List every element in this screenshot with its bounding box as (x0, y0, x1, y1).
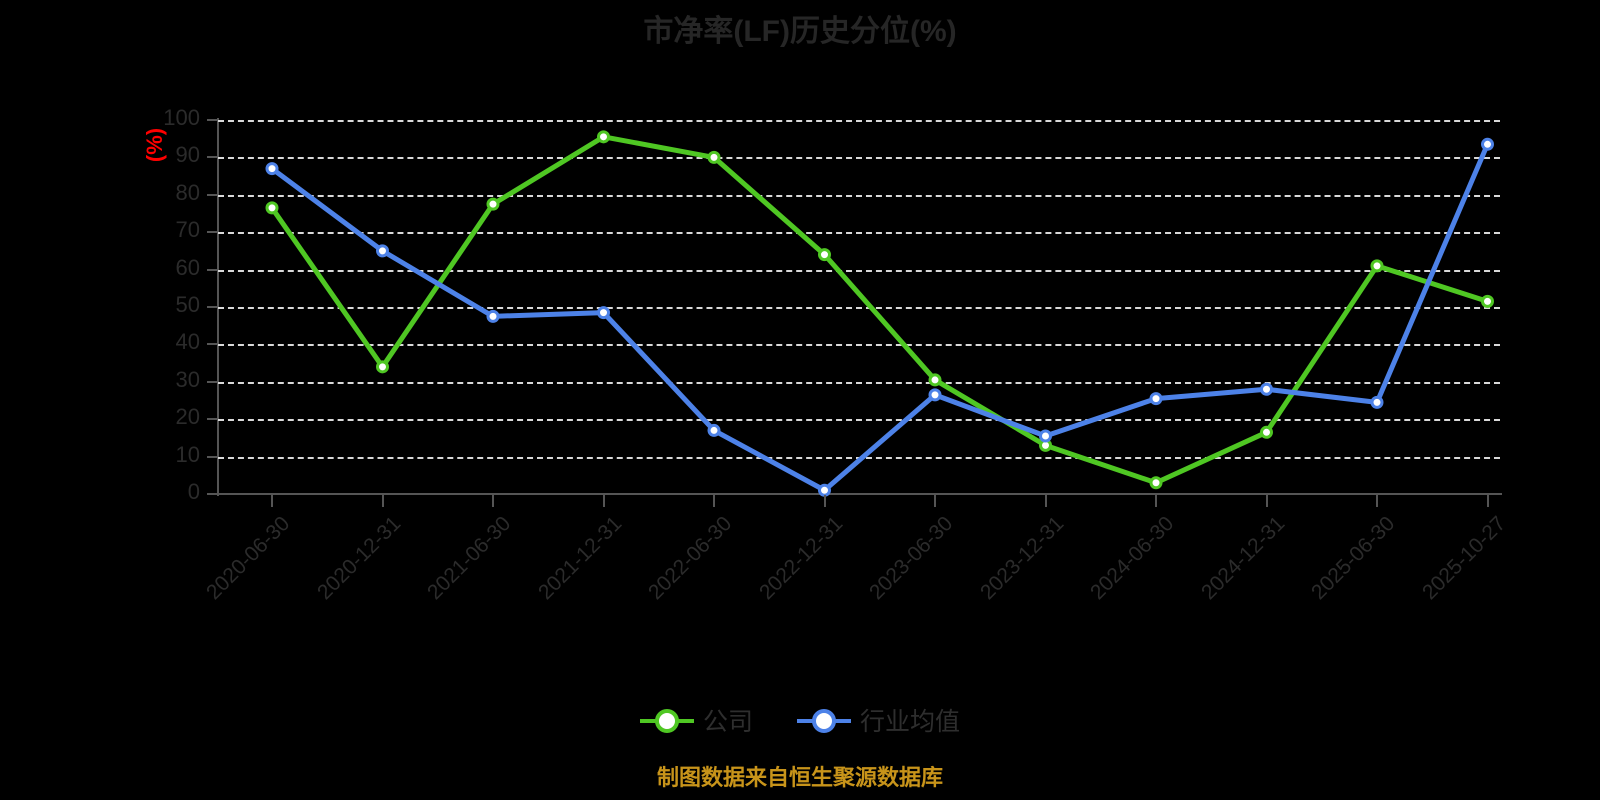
gridline (218, 232, 1500, 235)
y-axis-labels: 0 10 20 30 40 50 60 70 80 90 100 (140, 0, 200, 800)
x-axis-tick (1044, 495, 1047, 507)
gridline (218, 456, 1500, 459)
gridline (218, 344, 1500, 347)
plot-area (218, 120, 1500, 494)
y-axis-tick-label: 50 (175, 292, 200, 317)
gridline (218, 419, 1500, 422)
x-axis-tick-label: 2022-06-30 (644, 512, 737, 605)
x-axis-line (218, 493, 1502, 495)
page-title: 市净率(LF)历史分位(%) (643, 15, 957, 48)
gridline (218, 157, 1500, 160)
legend-item-company[interactable]: 公司 (639, 702, 753, 738)
legend-label-industry-average: 行业均值 (860, 708, 961, 736)
x-axis-tick (1265, 495, 1268, 507)
legend-item-industry-average[interactable]: 行业均值 (797, 702, 960, 738)
y-axis-tick (207, 156, 218, 159)
y-axis-tick-label: 90 (175, 142, 200, 168)
y-axis-tick (207, 343, 218, 346)
y-axis-tick (207, 418, 218, 421)
x-axis-tick (934, 495, 936, 507)
x-axis-tick (381, 495, 384, 507)
circle-marker-icon (797, 707, 851, 733)
x-axis-tick (823, 495, 826, 507)
y-axis-tick-label: 70 (175, 217, 200, 243)
x-axis-tick (713, 495, 715, 507)
x-axis-tick-label: 2024-12-31 (1196, 512, 1289, 605)
circle-marker-icon (639, 707, 694, 733)
legend-label-company: 公司 (702, 708, 753, 736)
chart-legend: 公司 行业均值 (0, 702, 1600, 738)
gridline (218, 194, 1500, 197)
x-axis-tick (492, 495, 494, 507)
x-axis-tick (602, 495, 605, 507)
gridline (218, 381, 1500, 384)
x-axis-tick (1486, 495, 1489, 507)
x-axis-tick (1376, 495, 1378, 507)
gridline (218, 307, 1500, 309)
x-axis-tick-label: 2025-06-30 (1307, 512, 1400, 605)
data-source-note: 制图数据来自恒生聚源数据库 (656, 765, 943, 790)
y-axis-tick-label: 30 (175, 366, 200, 392)
x-axis-tick (271, 495, 273, 507)
y-axis-tick-label: 0 (187, 479, 200, 504)
y-axis-tick-label: 40 (175, 329, 200, 355)
x-axis-tick-label: 2021-12-31 (533, 512, 626, 605)
y-axis-tick (207, 380, 218, 383)
y-axis-tick-label: 60 (175, 254, 200, 280)
x-axis-tick (1155, 495, 1157, 507)
y-axis-tick-label: 100 (163, 105, 200, 130)
x-axis-tick-label: 2020-12-31 (312, 512, 405, 605)
y-axis-tick (207, 268, 218, 271)
y-axis-tick (207, 306, 218, 308)
x-axis-tick-label: 2023-12-31 (975, 512, 1068, 605)
y-axis-tick-label: 10 (175, 441, 200, 467)
x-axis-tick-label: 2024-06-30 (1086, 512, 1179, 605)
y-axis-tick (207, 193, 218, 196)
x-axis-tick-label: 2025-10-27 (1417, 512, 1510, 605)
x-axis-tick-label: 2023-06-30 (865, 512, 958, 605)
gridline (218, 120, 1500, 122)
y-axis-tick (207, 493, 218, 495)
x-axis-tick-label: 2022-12-31 (754, 512, 847, 605)
y-axis-tick (207, 231, 218, 234)
y-axis-tick-label: 80 (175, 179, 200, 205)
y-axis-tick-label: 20 (175, 404, 200, 430)
x-axis-tick-label: 2021-06-30 (423, 512, 516, 605)
gridline (218, 269, 1500, 272)
y-axis-tick (207, 119, 218, 121)
y-axis-tick (207, 455, 218, 458)
